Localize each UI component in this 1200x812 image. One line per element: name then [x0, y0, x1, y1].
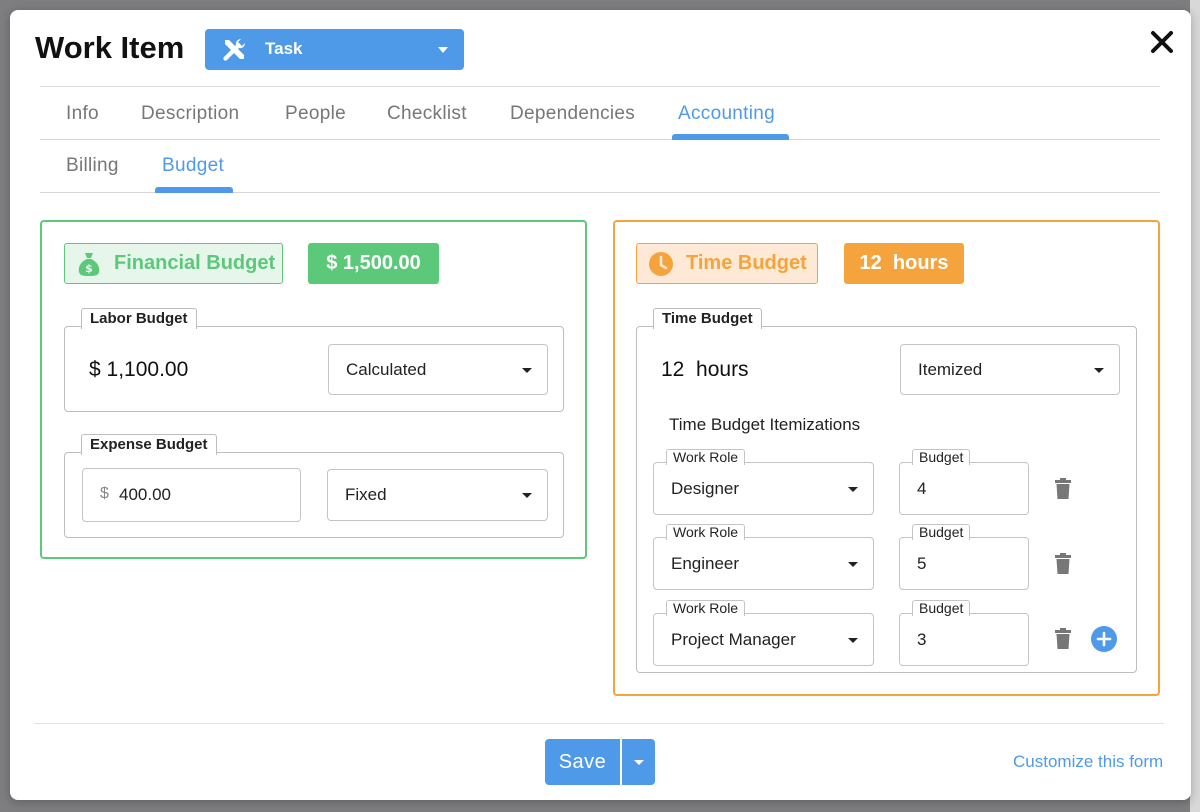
tab-accounting[interactable]: Accounting — [678, 103, 776, 124]
time-budget-total: 12 hours — [844, 243, 964, 284]
work-role-value: Designer — [671, 479, 740, 498]
currency-prefix: $ — [100, 485, 109, 502]
expense-budget-group: Expense Budget $ 400.00 Fixed — [64, 434, 564, 538]
tab-checklist[interactable]: Checklist — [387, 103, 467, 124]
work-role-select[interactable]: Work Role Project Manager — [653, 600, 874, 666]
main-tabs: Info Description People Checklist Depend… — [40, 86, 1160, 140]
trash-icon[interactable] — [1054, 478, 1072, 500]
plus-circle-icon[interactable] — [1091, 626, 1117, 652]
financial-budget-total: $ 1,500.00 — [308, 243, 439, 284]
save-options-button[interactable] — [622, 739, 655, 785]
active-tab-indicator — [672, 134, 789, 140]
chevron-down-icon — [1094, 368, 1104, 373]
budget-legend: Budget — [912, 449, 971, 465]
chevron-down-icon — [848, 487, 858, 492]
chevron-down-icon — [848, 638, 858, 643]
tab-people[interactable]: People — [285, 103, 346, 124]
work-role-legend: Work Role — [666, 600, 746, 616]
time-budget-panel: Time Budget 12 hours Time Budget 12 hour… — [613, 220, 1160, 696]
budget-input[interactable]: Budget 3 — [899, 600, 1029, 666]
budget-legend: Budget — [912, 600, 971, 616]
work-item-type-select[interactable]: Task — [205, 29, 464, 70]
work-role-value: Engineer — [671, 554, 740, 573]
time-budget-chip: Time Budget — [636, 243, 818, 284]
time-budget-group: Time Budget 12 hours Itemized Time Budge… — [636, 308, 1137, 673]
labor-budget-mode-value: Calculated — [346, 360, 427, 379]
budget-value: 4 — [917, 479, 927, 498]
work-role-legend: Work Role — [666, 449, 746, 465]
tab-description[interactable]: Description — [141, 103, 240, 124]
labor-budget-mode-select[interactable]: Calculated — [328, 344, 548, 395]
work-role-legend: Work Role — [666, 524, 746, 540]
save-button[interactable]: Save — [545, 739, 620, 785]
money-bag-icon: $ — [78, 253, 100, 276]
labor-budget-value: $ 1,100.00 — [89, 358, 189, 381]
expense-budget-value: 400.00 — [119, 485, 171, 504]
footer-divider — [34, 723, 1164, 724]
trash-icon[interactable] — [1054, 628, 1072, 650]
expense-budget-input[interactable]: $ 400.00 — [82, 468, 301, 522]
expense-budget-legend: Expense Budget — [81, 434, 217, 455]
budget-value: 3 — [917, 630, 927, 649]
tab-budget[interactable]: Budget — [162, 155, 225, 176]
trash-icon[interactable] — [1054, 553, 1072, 575]
chevron-down-icon — [438, 47, 448, 53]
time-budget-value: 12 hours — [661, 358, 749, 381]
chevron-down-icon — [522, 368, 532, 373]
background-right-panel — [1190, 0, 1200, 812]
labor-budget-legend: Labor Budget — [81, 308, 197, 329]
time-budget-mode-select[interactable]: Itemized — [900, 344, 1120, 395]
customize-form-link[interactable]: Customize this form — [1013, 752, 1164, 771]
dialog-title: Work Item — [35, 30, 185, 65]
time-budget-legend: Time Budget — [653, 308, 762, 329]
clock-icon — [649, 252, 673, 276]
expense-budget-mode-select[interactable]: Fixed — [327, 469, 548, 521]
sub-tabs: Billing Budget — [40, 140, 1160, 193]
work-role-value: Project Manager — [671, 630, 796, 649]
itemizations-heading: Time Budget Itemizations — [669, 415, 861, 434]
svg-text:$: $ — [85, 262, 93, 275]
active-subtab-indicator — [155, 187, 233, 193]
labor-budget-group: Labor Budget $ 1,100.00 Calculated — [64, 308, 564, 412]
chevron-down-icon — [634, 760, 644, 765]
financial-budget-label: Financial Budget — [114, 252, 276, 274]
financial-budget-chip: $ Financial Budget — [64, 243, 283, 284]
tab-billing[interactable]: Billing — [66, 155, 119, 176]
work-item-type-label: Task — [265, 39, 303, 58]
time-budget-mode-value: Itemized — [918, 360, 983, 379]
tab-dependencies[interactable]: Dependencies — [510, 103, 636, 124]
work-role-select[interactable]: Work Role Engineer — [653, 524, 874, 590]
budget-value: 5 — [917, 554, 927, 573]
chevron-down-icon — [522, 493, 532, 498]
expense-budget-mode-value: Fixed — [345, 485, 387, 504]
time-budget-label: Time Budget — [686, 252, 807, 274]
budget-input[interactable]: Budget 4 — [899, 449, 1029, 515]
budget-input[interactable]: Budget 5 — [899, 524, 1029, 590]
budget-legend: Budget — [912, 524, 971, 540]
close-icon[interactable] — [1147, 27, 1177, 57]
work-item-dialog: Work Item Task Info Description People C… — [10, 10, 1191, 800]
financial-budget-panel: $ Financial Budget $ 1,500.00 Labor Budg… — [40, 220, 587, 559]
work-role-select[interactable]: Work Role Designer — [653, 449, 874, 515]
tab-info[interactable]: Info — [66, 103, 99, 124]
chevron-down-icon — [848, 562, 858, 567]
tools-icon — [223, 38, 246, 61]
